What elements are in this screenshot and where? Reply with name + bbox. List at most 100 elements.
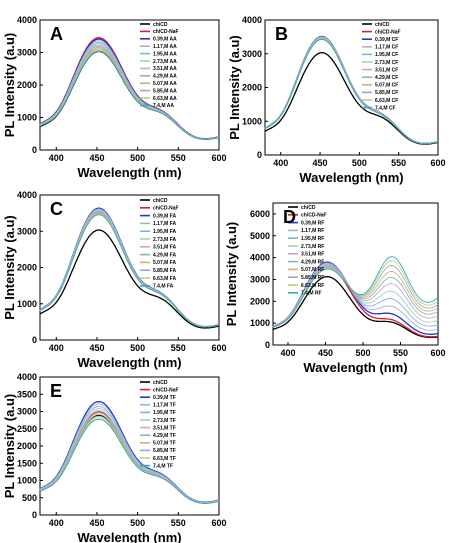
legend-entry: 7.4,M CF [375,105,396,111]
legend-entry: 2.73,M FA [153,237,176,243]
series-line [39,229,220,329]
panel-a: 400 450 500 550 600 0 1000 2000 3000 4000 chiCDchi… [2,15,227,180]
legend-entry: 6.63,M AA [153,96,177,102]
legend-entry: 7.4,M RF [301,291,322,297]
legend-entry: 6.63,M TF [153,456,176,462]
panel-e: 400 450 500 550 600 0 500 1000 1500 2000 2500 3000 3… [2,372,227,543]
plot-frame [272,202,439,346]
x-tick-label: 550 [171,343,186,353]
legend-entry: 4.29,M RF [301,259,324,265]
x-tick-label: 500 [130,343,145,353]
x-tick-label: 400 [49,153,64,163]
plot-frame [39,194,220,341]
legend-entry: chiCD [301,205,316,211]
legend-entry: 2.73,M RF [301,244,324,250]
series-line [39,212,220,328]
x-tick-label: 550 [391,158,406,168]
y-tick-label: 3000 [250,274,270,284]
series-line [39,418,220,504]
legend-entry: 5.07,M AA [153,81,177,87]
plot-frame [264,19,439,156]
legend-entry: 5.85,M CF [375,90,398,96]
series-line [39,211,220,328]
legend-entry: chiCD-NaF [375,29,401,35]
y-axis-label: PL Intensity (a.u) [2,394,17,499]
panel-d: 400 450 500 550 6000100020003000400050006000… [224,202,446,375]
legend-entry: 5.85,M FA [153,268,176,274]
x-tick-label: 400 [273,158,288,168]
series-line [39,210,220,328]
y-tick-label: 4000 [17,190,37,200]
y-tick-label: 3000 [17,226,37,236]
legend-entry: 0.39,M TF [153,395,176,401]
series-line [39,208,220,328]
legend-entry: 1.95,M AA [153,51,177,57]
legend-entry: chiCD-NaF [153,387,179,393]
x-tick-label: 450 [89,518,104,528]
y-tick-label: 2000 [17,80,37,90]
legend-entry: 5.07,M CF [375,83,398,89]
legend-entry: chiCD [153,22,168,28]
y-tick-label: 1000 [250,318,270,328]
x-tick-label: 400 [280,348,295,358]
legend-entry: 3.51,M AA [153,66,177,72]
legend-entry: 7.4,M FA [153,284,174,290]
legend-entry: chiCD-NaF [301,213,327,219]
x-tick-label: 600 [211,343,226,353]
legend-entry: 6.63,M RF [301,283,324,289]
legend-entry: 1.17,M CF [375,45,398,51]
y-tick-label: 2000 [17,263,37,273]
series-line [272,256,439,328]
series-line [264,35,439,145]
y-tick-label: 500 [22,493,37,503]
legend-entry: 6.63,M FA [153,276,176,282]
y-tick-label: 3500 [17,389,37,399]
legend-entry: 2.73,M CF [375,60,398,66]
y-tick-label: 1000 [17,299,37,309]
panel-letter: D [283,207,296,227]
y-tick-label: 1000 [242,116,262,126]
x-tick-label: 500 [130,153,145,163]
x-axis-label: Wavelength (nm) [77,530,181,543]
y-tick-label: 0 [32,335,37,345]
y-tick-label: 4000 [17,372,37,382]
legend-entry: chiCD [153,198,168,204]
series-line [264,36,439,144]
series-line [39,207,220,328]
legend-entry: 1.17,M AA [153,44,177,50]
legend-entry: 1.95,M RF [301,236,324,242]
y-tick-label: 1000 [17,113,37,123]
legend-entry: 4.29,M TF [153,433,176,439]
series-line [264,38,439,145]
legend-entry: 1.17,M FA [153,221,176,227]
panel-letter: A [50,24,63,44]
y-tick-label: 1500 [17,458,37,468]
x-tick-label: 600 [211,153,226,163]
x-axis-label: Wavelength (nm) [77,355,181,370]
y-tick-label: 0 [32,510,37,520]
legend-entry: 3.51,M FA [153,245,176,251]
panel-letter: B [275,24,288,44]
legend-entry: 5.85,M TF [153,448,176,454]
y-tick-label: 2500 [17,424,37,434]
legend-entry: 7.4,M AA [153,103,174,109]
legend-entry: 4.29,M CF [375,75,398,81]
legend-entry: 5.85,M AA [153,88,177,94]
y-tick-label: 3000 [242,49,262,59]
panel-b: 400 450 500 550 600 0 1000 2000 3000 4000 chiCDchi… [227,15,446,185]
y-tick-label: 0 [257,150,262,160]
y-axis-label: PL Intensity (a.u) [224,222,239,327]
legend-entry: 4.29,M AA [153,74,177,80]
series-line [264,38,439,145]
x-axis-label: Wavelength (nm) [303,360,407,375]
series-line [264,36,439,144]
x-tick-label: 400 [49,518,64,528]
x-tick-label: 550 [393,348,408,358]
x-tick-label: 550 [171,518,186,528]
x-tick-label: 500 [352,158,367,168]
series-line [39,214,220,328]
x-tick-label: 600 [430,158,445,168]
series-line [264,38,439,145]
x-tick-label: 450 [89,343,104,353]
